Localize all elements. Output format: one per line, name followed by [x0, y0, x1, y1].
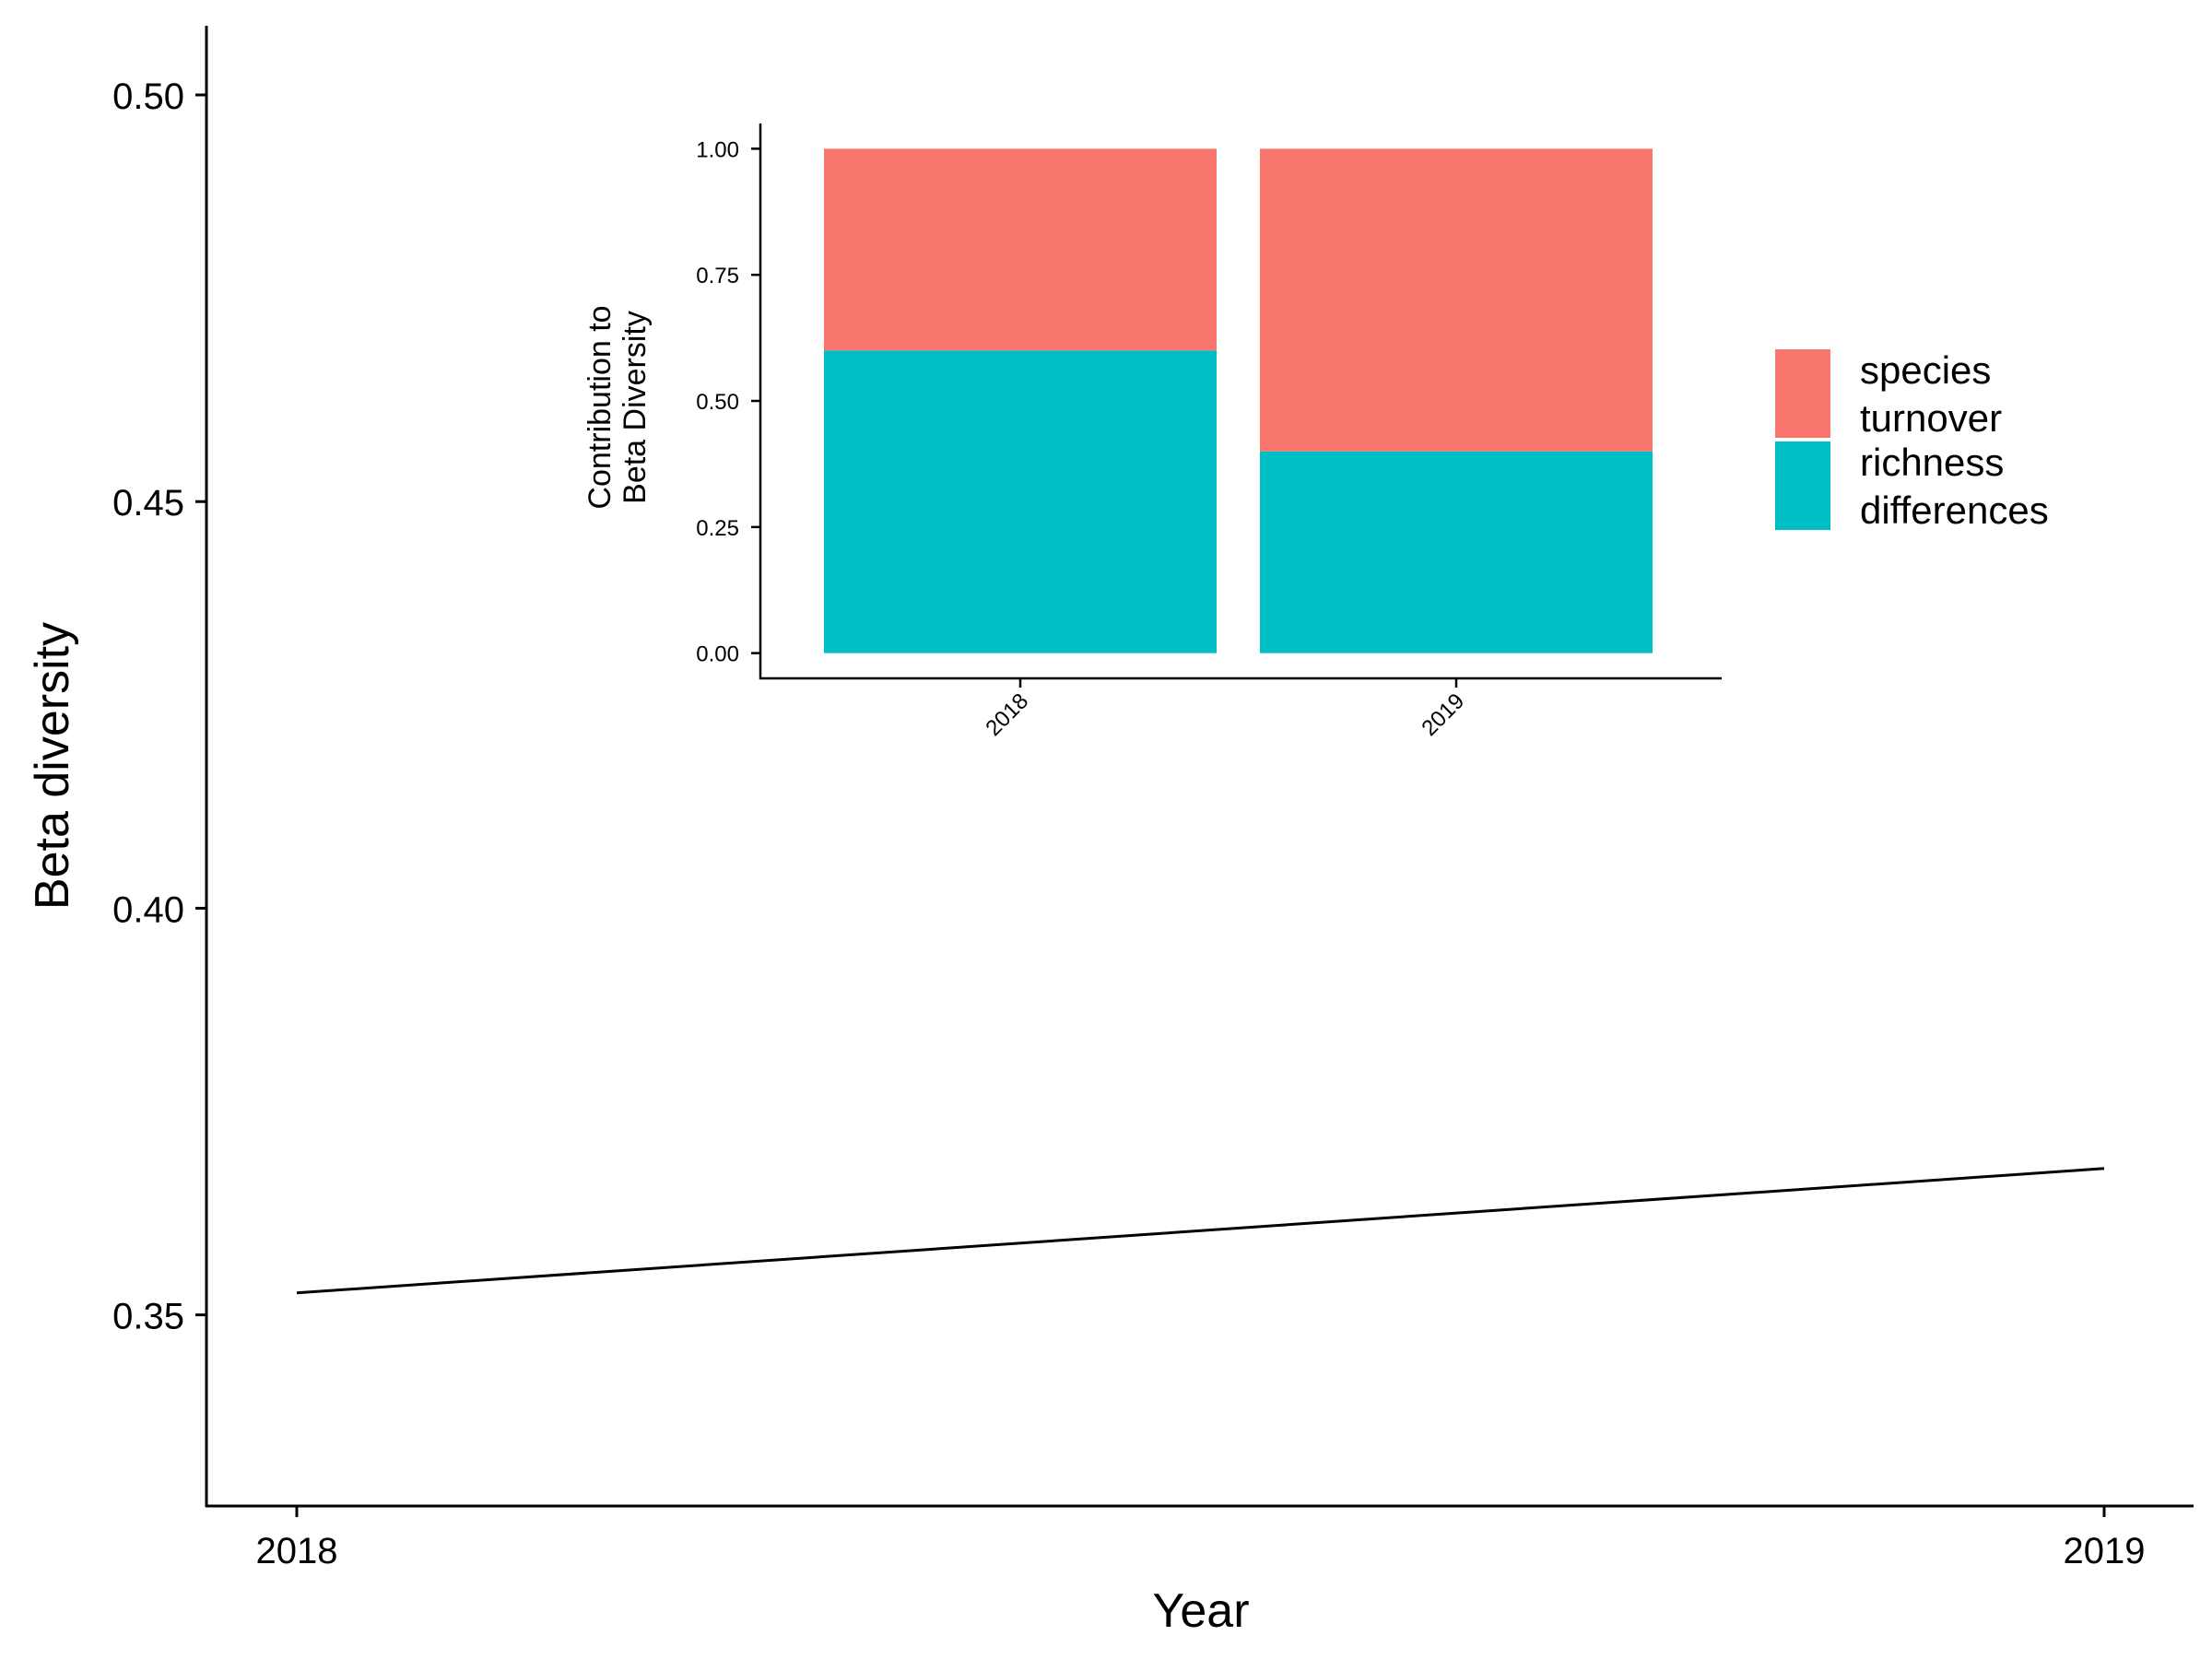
main-y-tick-label: 0.50	[112, 76, 184, 117]
inset-bars	[824, 148, 1653, 653]
main-x-ticks: 2018 2019	[256, 1506, 2146, 1571]
inset-bar-segment	[824, 350, 1217, 653]
inset-y-axis-title-line-1: Contribution to	[582, 305, 618, 509]
legend-label: species	[1860, 348, 1991, 392]
main-y-tick-label: 0.40	[112, 889, 184, 930]
main-series	[296, 1167, 2105, 1295]
legend-label: turnover	[1860, 396, 2002, 440]
main-x-tick-label: 2018	[256, 1531, 338, 1571]
legend-swatch	[1775, 349, 1830, 438]
inset-plot: 0.000.250.500.751.00 2018 2019 Contributi…	[553, 111, 2092, 783]
main-x-tick-label: 2019	[2064, 1531, 2146, 1571]
inset-bar-segment	[824, 148, 1217, 351]
main-x-axis-title: Year	[1152, 1584, 1249, 1638]
main-y-axis-title: Beta diversity	[26, 622, 79, 910]
inset-y-tick-label: 0.25	[696, 516, 739, 541]
inset-y-ticks: 0.00 0.25 0.50 0.75 1.00	[696, 137, 760, 667]
inset-y-tick-label: 0.75	[696, 264, 739, 288]
inset-bar-segment	[1260, 451, 1653, 653]
inset-y-tick-label: 0.50	[696, 390, 739, 415]
inset-y-tick-label: 0.00	[696, 642, 739, 667]
main-y-tick-label: 0.35	[112, 1297, 184, 1337]
main-plot: 0.35 0.40 0.45 0.50 2018 2019 Year Beta dive…	[26, 26, 2194, 1638]
main-y-ticks: 0.35 0.40 0.45 0.50	[112, 76, 206, 1337]
main-y-tick-label: 0.45	[112, 483, 184, 524]
inset-y-tick-label: 1.00	[696, 137, 739, 162]
legend-label: richness	[1860, 441, 2004, 484]
inset-bar-segment	[1260, 148, 1653, 452]
legend-swatch	[1775, 441, 1830, 530]
main-series-line	[296, 1167, 2105, 1295]
legend-label: differences	[1860, 488, 2049, 532]
inset-y-axis-title-line-2: Beta Diversity	[618, 311, 653, 504]
